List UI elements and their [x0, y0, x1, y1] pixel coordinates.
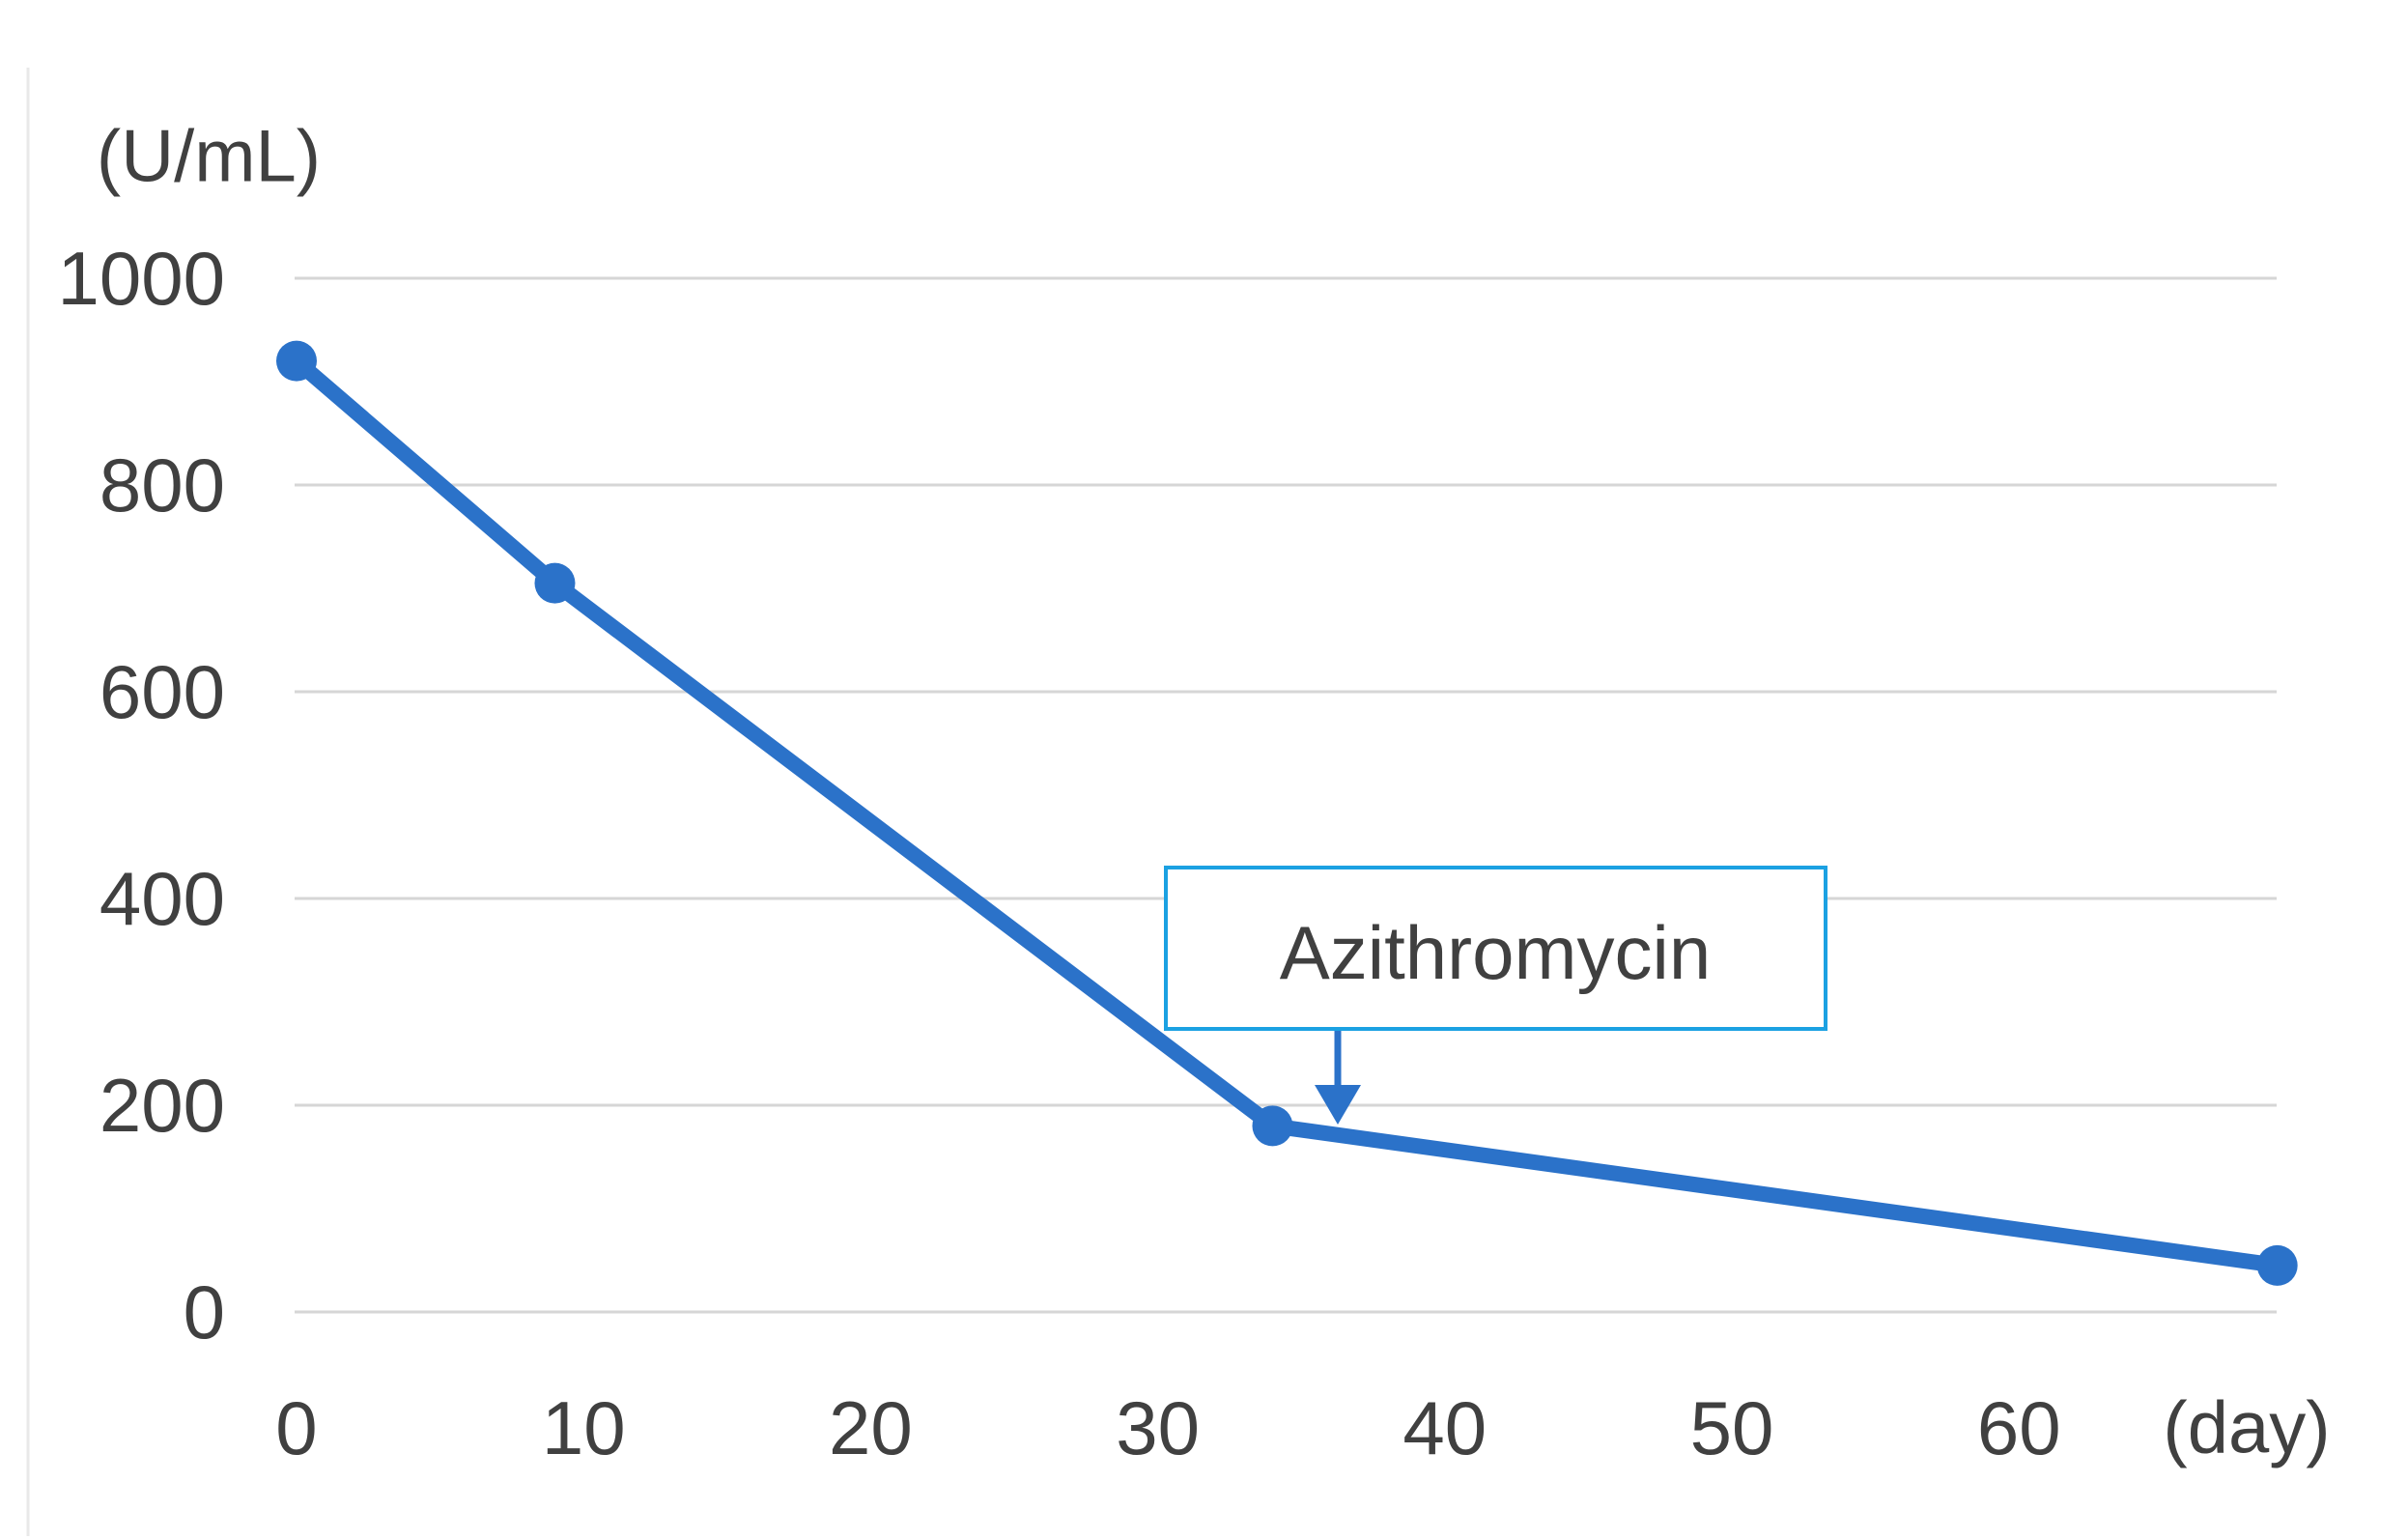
- gridline-group: [295, 276, 2277, 1314]
- x-tick-label: 60: [1977, 1385, 2061, 1470]
- x-axis-tick-labels: 0 10 20 30 40 50 60: [275, 1385, 2060, 1470]
- x-tick-label: 50: [1690, 1385, 1774, 1470]
- annotation-label: Azithromycin: [1280, 910, 1711, 995]
- data-point-marker: [276, 340, 317, 382]
- annotation-box: [1164, 866, 1827, 1031]
- data-point-marker: [534, 562, 576, 604]
- y-tick-label: 600: [99, 649, 225, 734]
- y-axis-tick-labels: 0 200 400 600 800 1000: [57, 236, 225, 1354]
- y-tick-label: 1000: [57, 236, 225, 321]
- annotation-callout: Azithromycin: [1164, 866, 1827, 1125]
- y-tick-label: 0: [184, 1269, 225, 1354]
- series-line: [289, 353, 2285, 1273]
- x-axis-unit-label: (day): [2163, 1387, 2330, 1469]
- x-tick-label: 10: [542, 1385, 626, 1470]
- series-group: [276, 340, 2298, 1286]
- x-tick-label: 40: [1402, 1385, 1487, 1470]
- data-point-marker: [1252, 1105, 1293, 1147]
- y-tick-label: 800: [99, 442, 225, 527]
- annotation-arrow-icon: [1315, 1031, 1361, 1125]
- x-tick-label: 30: [1116, 1385, 1200, 1470]
- x-tick-label: 20: [829, 1385, 913, 1470]
- data-point-marker: [2256, 1244, 2298, 1286]
- y-tick-label: 400: [99, 856, 225, 941]
- x-tick-label: 0: [275, 1385, 317, 1470]
- y-axis-unit-label: (U/mL): [97, 116, 321, 198]
- y-tick-label: 200: [99, 1063, 225, 1148]
